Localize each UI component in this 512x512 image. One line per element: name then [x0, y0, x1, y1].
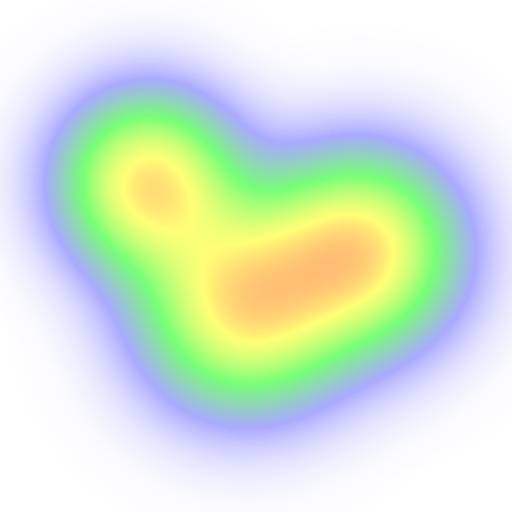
heatmap-view [0, 0, 512, 512]
heatmap-canvas [0, 0, 512, 512]
